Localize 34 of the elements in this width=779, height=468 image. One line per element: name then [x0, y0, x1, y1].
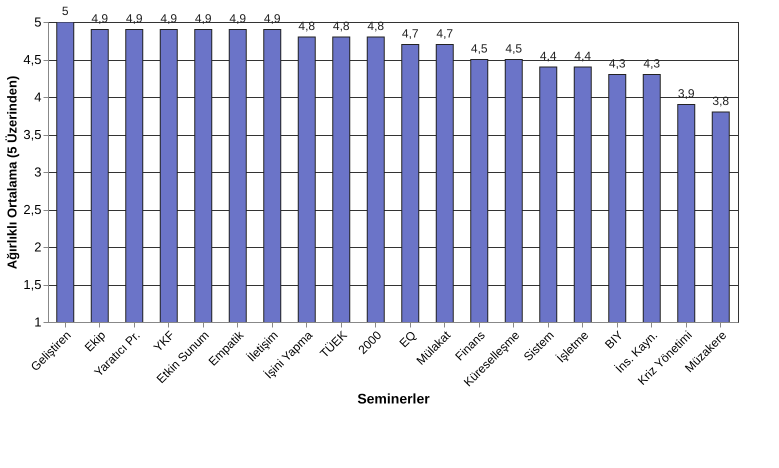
y-axis-title: Ağırlıklı Ortalama (5 Üzerinden)	[4, 76, 20, 270]
y-tick-label: 1,5	[23, 277, 42, 292]
data-label: 5	[62, 4, 69, 18]
data-label: 4,9	[91, 12, 108, 26]
data-label: 4,9	[194, 12, 212, 26]
data-label: 4,9	[160, 12, 178, 26]
data-label: 4,8	[367, 19, 384, 33]
data-label: 4,8	[298, 19, 316, 33]
data-label: 4,9	[126, 12, 143, 26]
y-tick-label: 4,5	[23, 52, 42, 67]
data-label: 4,3	[608, 56, 626, 70]
data-label: 3,9	[678, 86, 695, 100]
x-axis-title: Seminerler	[357, 390, 430, 407]
data-label: 4,3	[643, 56, 660, 70]
data-label: 4,7	[436, 26, 454, 40]
data-label: 3,8	[712, 94, 730, 108]
data-label: 4,4	[540, 49, 557, 63]
data-label: 4,5	[505, 42, 522, 56]
y-tick-label: 2	[34, 240, 42, 254]
data-label: 4,9	[264, 12, 281, 26]
y-tick-label: 3	[34, 164, 42, 180]
y-tick-label: 5	[34, 14, 42, 30]
data-label: 4,4	[574, 49, 592, 63]
y-tick-label: 2,5	[23, 202, 42, 217]
y-tick-label: 4	[34, 90, 42, 104]
x-tick-label: YKF	[150, 328, 178, 354]
data-label: 4,7	[402, 26, 419, 40]
data-label: 4,5	[470, 42, 488, 56]
data-label: 4,8	[332, 19, 350, 33]
y-tick-label: 1	[34, 314, 42, 330]
x-tick-label: EQ	[396, 328, 419, 350]
y-tick-label: 3,5	[23, 127, 42, 142]
x-tick-label: BIY	[602, 328, 626, 352]
data-label: 4,9	[229, 12, 246, 26]
